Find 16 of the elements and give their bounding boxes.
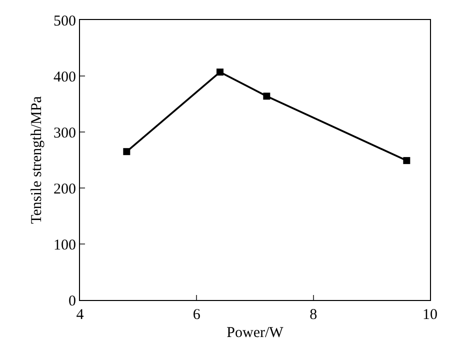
y-tick-label: 300 (54, 125, 76, 142)
y-tick-label: 400 (54, 69, 76, 86)
x-tick-label: 4 (76, 307, 84, 323)
y-axis-title: Tensile strength/MPa (28, 96, 45, 224)
point (403, 157, 410, 164)
x-tick-label: 10 (422, 307, 438, 323)
x-tick-label: 6 (192, 307, 201, 323)
point (263, 92, 270, 100)
y-tick-label: 500 (54, 13, 76, 30)
point (123, 148, 130, 156)
x-axis-title: Power/W (226, 325, 284, 341)
y-tick-label: 200 (54, 181, 76, 198)
y-tick-label: 0 (68, 293, 76, 310)
point (216, 68, 224, 76)
x-tick-label: 8 (310, 307, 318, 323)
y-tick-label: 100 (54, 237, 76, 254)
